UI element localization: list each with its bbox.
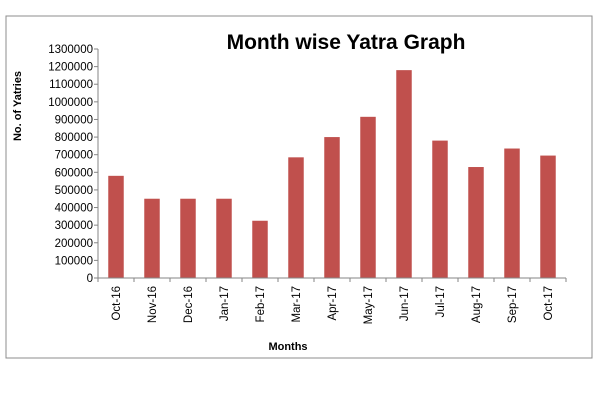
y-tick-label: 0 [87, 273, 93, 285]
y-tick-label: 200000 [55, 238, 93, 250]
chart-title: Month wise Yatra Graph [227, 31, 466, 54]
bar [324, 137, 340, 278]
x-tick-label: Jan-17 [219, 286, 231, 321]
y-tick-label: 1100000 [49, 79, 93, 91]
y-tick-label: 900000 [55, 114, 93, 126]
x-tick-label: Oct-16 [111, 286, 123, 321]
x-tick-label: Jun-17 [399, 286, 411, 321]
x-tick-label: Mar-17 [291, 286, 303, 322]
bar [216, 198, 232, 278]
bar [432, 140, 448, 278]
bar [180, 198, 196, 278]
y-tick-label: 600000 [55, 167, 93, 179]
bars [108, 70, 556, 278]
y-tick-label: 500000 [55, 185, 93, 197]
bar [288, 157, 304, 278]
x-tick-label: Dec-16 [183, 286, 195, 323]
y-axis: 0 100000 200000 300000 400000 500000 600000 700… [48, 44, 99, 285]
bar [108, 175, 124, 278]
x-tick-label: Nov-16 [147, 286, 159, 323]
y-tick-label: 300000 [55, 220, 93, 232]
y-tick-label: 1000000 [48, 97, 93, 109]
x-tick-label: May-17 [363, 286, 375, 324]
bar [504, 148, 520, 278]
x-tick-label: Jul-17 [435, 286, 447, 317]
y-tick-label: 700000 [55, 150, 93, 162]
x-tick-label: Apr-17 [327, 286, 339, 321]
bar [360, 116, 376, 278]
x-tick-label: Oct-17 [543, 286, 555, 321]
bar [468, 167, 484, 278]
y-tick-label: 100000 [55, 255, 93, 267]
x-axis-title: Months [268, 341, 307, 353]
y-tick-label: 800000 [55, 132, 93, 144]
x-axis: Oct-16 Nov-16 Dec-16 Jan-17 Feb-17 Mar-17 Apr-… [97, 277, 567, 324]
x-tick-label: Aug-17 [471, 286, 483, 323]
y-tick-label: 1200000 [48, 62, 93, 74]
bar [540, 155, 556, 278]
x-tick-label: Sep-17 [507, 286, 519, 323]
bar [252, 220, 268, 278]
y-axis-title: No. of Yatries [12, 71, 24, 141]
y-tick-label: 400000 [55, 203, 93, 215]
bar [144, 198, 160, 278]
x-tick-label: Feb-17 [255, 286, 267, 322]
bar [396, 70, 412, 278]
y-tick-label: 1300000 [48, 44, 93, 56]
